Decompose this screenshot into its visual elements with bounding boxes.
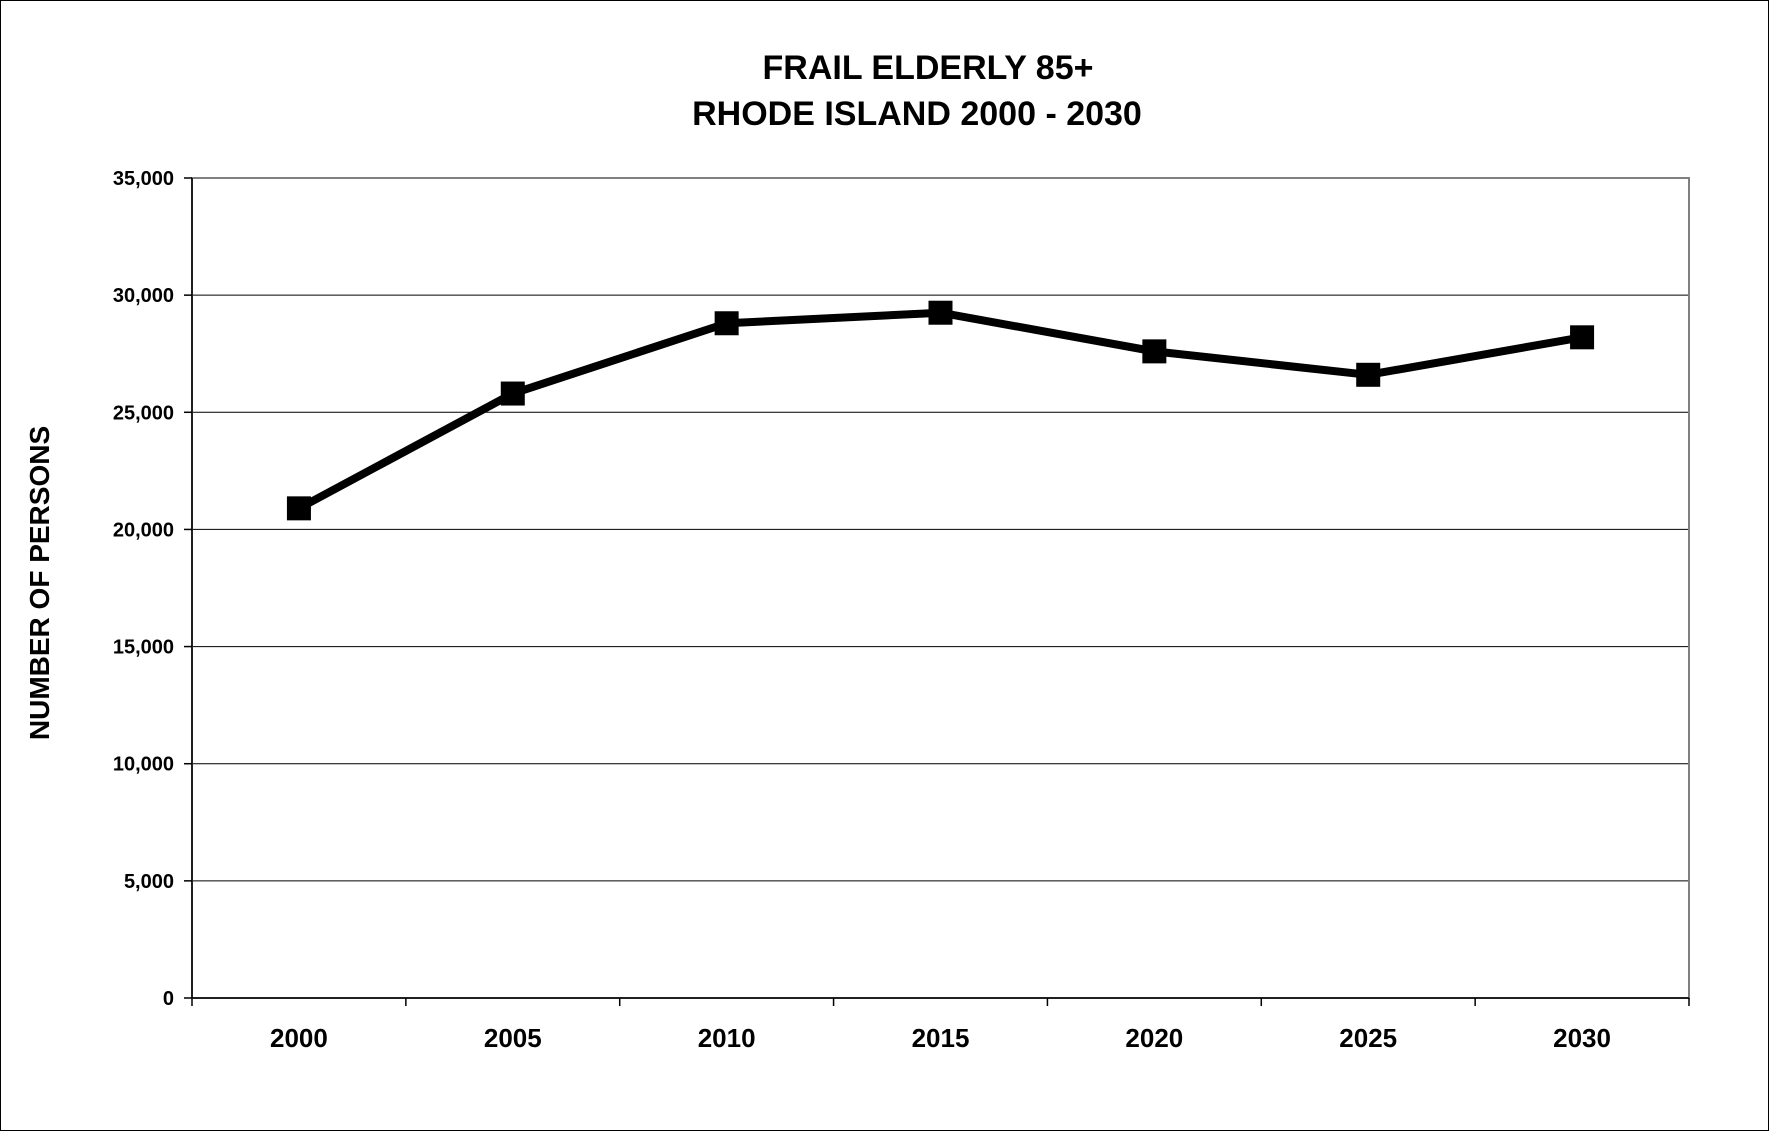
- data-point: [1356, 362, 1381, 387]
- x-tick-label: 2000: [270, 1023, 328, 1053]
- y-axis-label: NUMBER OF PERSONS: [24, 426, 55, 740]
- x-tick-label: 2010: [698, 1023, 756, 1053]
- data-point: [1570, 325, 1595, 350]
- data-point: [286, 496, 311, 521]
- y-tick-label: 30,000: [113, 285, 174, 307]
- x-tick-label: 2020: [1125, 1023, 1183, 1053]
- y-tick-label: 10,000: [113, 754, 174, 776]
- x-tick-labels: 2000 2005 2010 2015 2020 2025 2030: [270, 1023, 1611, 1053]
- x-tick-label: 2025: [1339, 1023, 1397, 1053]
- axes: [184, 177, 1690, 1006]
- gridlines: [192, 294, 1689, 882]
- y-tick-label: 0: [163, 988, 174, 1010]
- y-tick-label: 5,000: [124, 871, 174, 893]
- data-point: [1142, 339, 1167, 364]
- y-tick-label: 15,000: [113, 637, 174, 659]
- data-point: [714, 311, 739, 336]
- x-tick-label: 2005: [484, 1023, 542, 1053]
- x-tick-label: 2030: [1553, 1023, 1611, 1053]
- y-tick-label: 20,000: [113, 519, 174, 541]
- data-point: [928, 300, 953, 325]
- y-tick-label: 25,000: [113, 402, 174, 424]
- y-tick-labels: 0 5,000 10,000 15,000 20,000 25,000 30,000 35,0…: [113, 168, 174, 1010]
- data-point: [500, 381, 525, 406]
- data-series: [286, 300, 1595, 521]
- chart-subtitle: RHODE ISLAND 2000 - 2030: [692, 95, 1142, 133]
- x-tick-label: 2015: [912, 1023, 970, 1053]
- series-line: [297, 308, 1583, 512]
- chart-title: FRAIL ELDERLY 85+: [763, 49, 1094, 87]
- y-tick-label: 35,000: [113, 168, 174, 190]
